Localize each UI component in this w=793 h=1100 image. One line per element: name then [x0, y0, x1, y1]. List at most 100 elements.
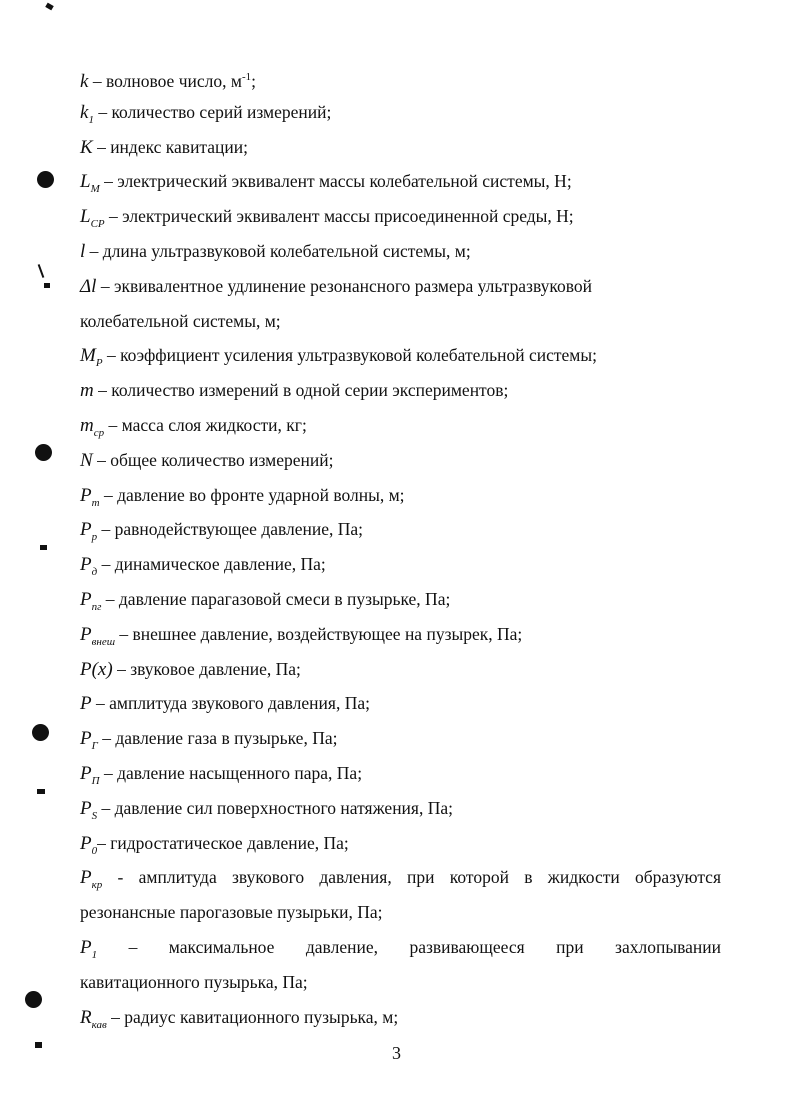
symbol: k [80, 71, 89, 92]
symbol: P [80, 728, 92, 750]
scan-hole-mark [35, 444, 52, 461]
scan-speck [37, 789, 45, 794]
symbol: R [80, 1006, 92, 1028]
definition-line: колебательной системы, м; [80, 304, 721, 339]
symbol: l [80, 240, 86, 262]
symbol: P [80, 484, 92, 506]
symbol: Δl [80, 275, 97, 297]
scan-speck [35, 1042, 42, 1048]
definition-text: – давление сил поверхностного натяжения,… [97, 797, 453, 818]
symbol-subscript: ср [93, 426, 105, 439]
definition-text: – гидростатическое давление, Па; [97, 832, 349, 853]
symbol: L [80, 206, 91, 228]
definition-text: кавитационного пузырька, Па; [80, 971, 308, 992]
definition-line: m – количество измерений в одной серии э… [80, 373, 721, 408]
definition-text: – электрический эквивалент массы присоед… [104, 206, 574, 227]
definition-text: - амплитуда звукового давления, при кото… [102, 867, 721, 888]
symbol-subscript: кав [91, 1018, 107, 1031]
symbol-subscript: П [91, 774, 100, 787]
definition-text: – индекс кавитации; [92, 136, 249, 157]
definition-text: – внешнее давление, воздействующее на пу… [115, 623, 523, 644]
definition-text: – волновое число, м [88, 71, 242, 91]
symbol-subscript: CP [90, 218, 105, 231]
definition-line: LM – электрический эквивалент массы коле… [80, 164, 721, 199]
definition-text: – давление газа в пузырьке, Па; [97, 728, 338, 749]
symbol: P [80, 588, 92, 610]
symbol-subscript: p [91, 531, 98, 544]
definition-text: – давление во фронте ударной волны, м; [99, 484, 405, 505]
definition-text: резонансные парогазовые пузырьки, Па; [80, 902, 383, 923]
definition-text: – давление парагазовой смеси в пузырьке,… [101, 588, 451, 609]
symbol: k [80, 101, 89, 123]
definition-line: k1 – количество серий измерений; [80, 95, 721, 130]
definition-line: Δl – эквивалентное удлинение резонансног… [80, 269, 721, 304]
definition-line: P – амплитуда звукового давления, Па; [80, 686, 721, 721]
definition-text: – амплитуда звукового давления, Па; [91, 693, 370, 714]
symbol: P(x) [80, 658, 113, 680]
definition-line: PП – давление насыщенного пара, Па; [80, 756, 721, 791]
definition-line: Pкр - амплитуда звукового давления, при … [80, 860, 721, 895]
scan-speck [44, 283, 50, 288]
symbol: P [80, 623, 92, 645]
symbol: m [80, 414, 94, 436]
definition-line: N – общее количество измерений; [80, 443, 721, 478]
definition-line: P1 – максимальное давление, развивающеес… [80, 930, 721, 965]
scan-hole-mark [37, 171, 54, 188]
symbol: m [80, 380, 94, 402]
definition-text: – масса слоя жидкости, кг; [104, 414, 307, 435]
scan-hole-mark [25, 991, 42, 1008]
symbol-subscript: 0 [91, 844, 98, 857]
definition-line: резонансные парогазовые пузырьки, Па; [80, 895, 721, 930]
symbol-subscript: S [91, 809, 98, 822]
symbol: P [80, 832, 92, 854]
page-number: 3 [392, 1043, 401, 1063]
definition-text: – количество серий измерений; [93, 101, 332, 122]
symbol: P [80, 797, 92, 819]
definition-line: кавитационного пузырька, Па; [80, 965, 721, 1000]
symbol: N [80, 449, 93, 471]
symbol-subscript: кр [91, 879, 103, 892]
definition-text: – максимальное давление, развивающееся п… [97, 936, 721, 957]
symbol-subscript: пг [91, 600, 102, 613]
definition-line: PS – давление сил поверхностного натяжен… [80, 791, 721, 826]
symbol: L [80, 171, 91, 193]
definition-line: mср – масса слоя жидкости, кг; [80, 408, 721, 443]
definition-text: – общее количество измерений; [92, 449, 334, 470]
symbol: P [80, 867, 92, 889]
symbol: M [80, 345, 96, 367]
definition-text: – длина ультразвуковой колебательной сис… [85, 240, 471, 261]
scan-hole-mark [32, 724, 49, 741]
definition-line: P(x) – звуковое давление, Па; [80, 652, 721, 687]
definition-line: Pпг – давление парагазовой смеси в пузыр… [80, 582, 721, 617]
definition-line: K – индекс кавитации; [80, 130, 721, 165]
definition-line: MP – коэффициент усиления ультразвуковой… [80, 338, 721, 373]
definition-text: – равнодействующее давление, Па; [97, 519, 364, 540]
definition-text: – эквивалентное удлинение резонансного р… [96, 275, 592, 296]
definition-line: Pвнеш – внешнее давление, воздействующее… [80, 617, 721, 652]
symbol: P [80, 554, 92, 576]
symbol: P [80, 693, 92, 715]
definition-line: Pm – давление во фронте ударной волны, м… [80, 478, 721, 513]
definition-text: – динамическое давление, Па; [97, 554, 326, 575]
definition-text: – звуковое давление, Па; [112, 658, 301, 679]
symbol-subscript: 1 [88, 113, 94, 126]
unit-superscript: -1 [241, 71, 252, 83]
definition-line: Rкав – радиус кавитационного пузырька, м… [80, 1000, 721, 1035]
symbol-subscript: Г [91, 740, 98, 753]
definition-line: Pp – равнодействующее давление, Па; [80, 512, 721, 547]
symbol-subscript: P [95, 357, 103, 370]
definition-text: ; [251, 71, 256, 91]
definition-text: – коэффициент усиления ультразвуковой ко… [102, 345, 597, 366]
scan-speck [37, 264, 45, 278]
definition-line: P0– гидростатическое давление, Па; [80, 826, 721, 861]
symbol-subscript: 1 [91, 948, 98, 961]
definition-line: LCP – электрический эквивалент массы при… [80, 199, 721, 234]
definition-text: – количество измерений в одной серии экс… [93, 380, 509, 401]
definition-line: Pд – динамическое давление, Па; [80, 547, 721, 582]
symbol-subscript: M [90, 183, 100, 196]
definition-text: – давление насыщенного пара, Па; [99, 762, 363, 783]
symbol-subscript: m [91, 496, 100, 509]
symbol-list: k – волновое число, м-1; k1 – количество … [80, 60, 721, 1034]
scan-speck [40, 545, 47, 550]
symbol: P [80, 519, 92, 541]
